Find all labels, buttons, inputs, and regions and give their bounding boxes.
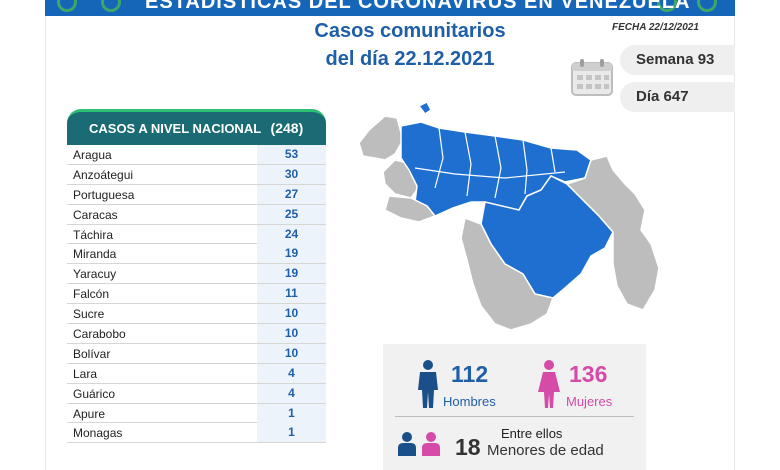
week-badge: Semana 93 [620,45,735,75]
state-cases: 19 [257,244,326,264]
women-count: 136 [569,361,608,387]
national-cases-label: CASOS A NIVEL NACIONAL [89,121,261,136]
day-badge: Día 647 [620,82,735,112]
state-cases: 30 [257,164,326,184]
minors-count: 18 [455,434,481,460]
man-icon [418,360,438,408]
table-row: Monagas 1 [67,423,326,444]
table-row: Yaracuy 19 [67,264,326,285]
state-borders [414,127,566,199]
minors-label: Menores de edad [487,442,604,459]
state-name: Lara [73,366,98,381]
title-line-1: Casos comunitarios [314,20,506,42]
state-name: Caracas [73,207,118,222]
table-row: Falcón 11 [67,284,326,305]
state-name: Portuguesa [73,187,135,202]
national-cases-total: (248) [270,120,304,136]
state-name: Apure [73,406,106,421]
table-row: Portuguesa 27 [67,184,326,205]
among-them-label: Entre ellos [501,426,563,441]
table-row: Bolívar 10 [67,343,326,364]
state-name: Falcón [73,287,110,302]
state-name: Sucre [73,307,105,322]
state-cases: 1 [257,423,326,443]
state-cases: 4 [257,383,326,403]
state-cases: 27 [257,184,326,204]
table-row: Lara 4 [67,363,326,384]
title-line-2: del día 22.12.2021 [325,48,495,70]
state-cases: 11 [257,284,326,304]
table-row: Guárico 4 [67,383,326,404]
virus-icon [101,0,121,12]
map-region-gray-west [358,115,404,161]
table-row: Sucre 10 [67,304,326,325]
minors-icon [398,432,440,456]
state-name: Anzoátegui [73,167,134,182]
state-cases: 19 [257,264,326,284]
virus-icon [57,0,77,12]
table-row: Apure 1 [67,403,326,424]
state-name: Miranda [73,247,117,262]
state-cases: 1 [257,403,326,423]
venezuela-map [358,100,660,331]
top-banner: ESTADÍSTICAS DEL CORONAVIRUS EN VENEZUEL… [45,0,735,16]
state-name: Guárico [73,386,116,401]
state-cases: 24 [257,224,326,244]
national-cases-header: CASOS A NIVEL NACIONAL (248) [67,109,326,145]
table-row: Táchira 24 [67,224,326,245]
table-row: Miranda 19 [67,244,326,265]
state-name: Yaracuy [73,267,117,282]
state-cases: 53 [257,145,326,164]
page-title: Casos comunitarios del día 22.12.2021 [290,17,530,73]
table-row: Anzoátegui 30 [67,164,326,185]
cases-by-state-table: Aragua 53 Anzoátegui 30 Portuguesa 27 Caracas 2… [67,145,326,444]
demographics-panel: 112 Hombres 136 Mujeres 18 Entre ellos M… [383,344,646,470]
map-region-gray-east [565,155,660,311]
table-row: Aragua 53 [67,145,326,165]
state-name: Carabobo [73,327,126,342]
map-region-gray-amazonas [460,216,555,331]
state-cases: 25 [257,204,326,224]
woman-icon [538,360,560,408]
stats-divider [395,416,634,417]
virus-icon [697,0,717,12]
virus-icon [657,0,677,12]
table-row: Carabobo 10 [67,324,326,344]
calendar-icon [571,59,613,96]
state-cases: 10 [257,343,326,363]
map-region-blue-north [417,100,432,116]
men-count: 112 [451,361,489,387]
state-name: Bolívar [73,346,111,361]
date-label: FECHA 22/12/2021 [612,22,699,33]
state-name: Monagas [73,426,123,441]
state-name: Táchira [73,227,114,242]
table-row: Caracas 25 [67,204,326,225]
state-name: Aragua [73,148,112,162]
women-label: Mujeres [566,394,613,409]
state-cases: 4 [257,363,326,383]
map-region-gray-apure-west [384,195,437,223]
banner-title: ESTADÍSTICAS DEL CORONAVIRUS EN VENEZUEL… [145,0,691,13]
state-cases: 10 [257,324,326,344]
men-label: Hombres [443,394,496,409]
state-cases: 10 [257,304,326,324]
